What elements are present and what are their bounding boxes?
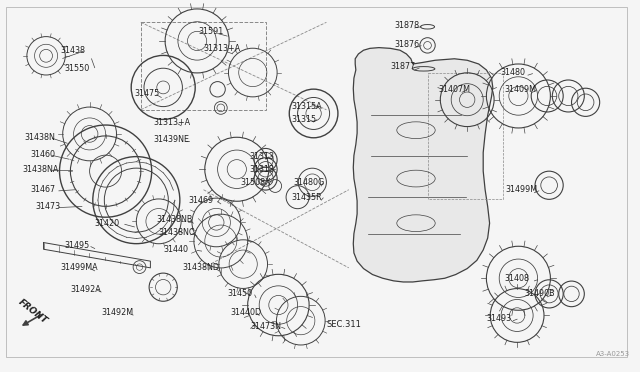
Text: 31409M: 31409M: [504, 85, 536, 94]
Text: 31480G: 31480G: [293, 178, 324, 187]
Text: 31450: 31450: [227, 289, 252, 298]
Text: 31493: 31493: [486, 314, 511, 323]
Text: 31480: 31480: [500, 68, 525, 77]
Text: 31878: 31878: [394, 21, 419, 30]
Text: 31490B: 31490B: [525, 289, 556, 298]
Text: 31438NB: 31438NB: [157, 215, 193, 224]
Text: 31438NC: 31438NC: [159, 228, 195, 237]
Text: 31475: 31475: [134, 89, 159, 97]
Text: 31473N: 31473N: [251, 322, 282, 331]
Text: 31435R: 31435R: [291, 193, 322, 202]
Text: FRONT: FRONT: [17, 298, 49, 326]
Text: 31438NA: 31438NA: [22, 165, 59, 174]
Text: 31469: 31469: [189, 196, 214, 205]
Text: 31313: 31313: [250, 152, 275, 161]
Text: 31440D: 31440D: [230, 308, 262, 317]
Text: 31460: 31460: [31, 150, 56, 159]
Text: 31492M: 31492M: [101, 308, 133, 317]
Text: 31467: 31467: [31, 185, 56, 194]
Text: 31473: 31473: [35, 202, 60, 211]
Text: 31877: 31877: [390, 62, 415, 71]
Text: 31550: 31550: [64, 64, 89, 73]
Text: 31499MA: 31499MA: [61, 263, 99, 272]
Text: 31407M: 31407M: [438, 85, 470, 94]
Text: 31492A: 31492A: [70, 285, 101, 294]
Bar: [428, 73, 503, 199]
Text: 31315: 31315: [291, 115, 316, 124]
Text: 31439NE: 31439NE: [154, 135, 189, 144]
Text: 31438N: 31438N: [24, 133, 55, 142]
Text: 31315A: 31315A: [291, 102, 322, 110]
Text: 31313+A: 31313+A: [154, 118, 191, 127]
Bar: [141, 22, 266, 110]
Text: 31876: 31876: [394, 40, 419, 49]
Text: A3-A0253: A3-A0253: [596, 352, 630, 357]
Text: SEC.311: SEC.311: [327, 320, 362, 329]
Text: 31408: 31408: [504, 274, 529, 283]
Text: 31420: 31420: [95, 219, 120, 228]
Text: 31313: 31313: [250, 165, 275, 174]
Polygon shape: [353, 48, 493, 282]
Text: 31591: 31591: [198, 27, 223, 36]
Text: 31313+A: 31313+A: [204, 44, 241, 53]
Text: 31440: 31440: [163, 245, 188, 254]
Text: 31438: 31438: [61, 46, 86, 55]
Text: 31508X: 31508X: [240, 178, 271, 187]
Text: 31438ND: 31438ND: [182, 263, 220, 272]
Text: 31499M: 31499M: [506, 185, 538, 194]
Text: 31495: 31495: [64, 241, 89, 250]
